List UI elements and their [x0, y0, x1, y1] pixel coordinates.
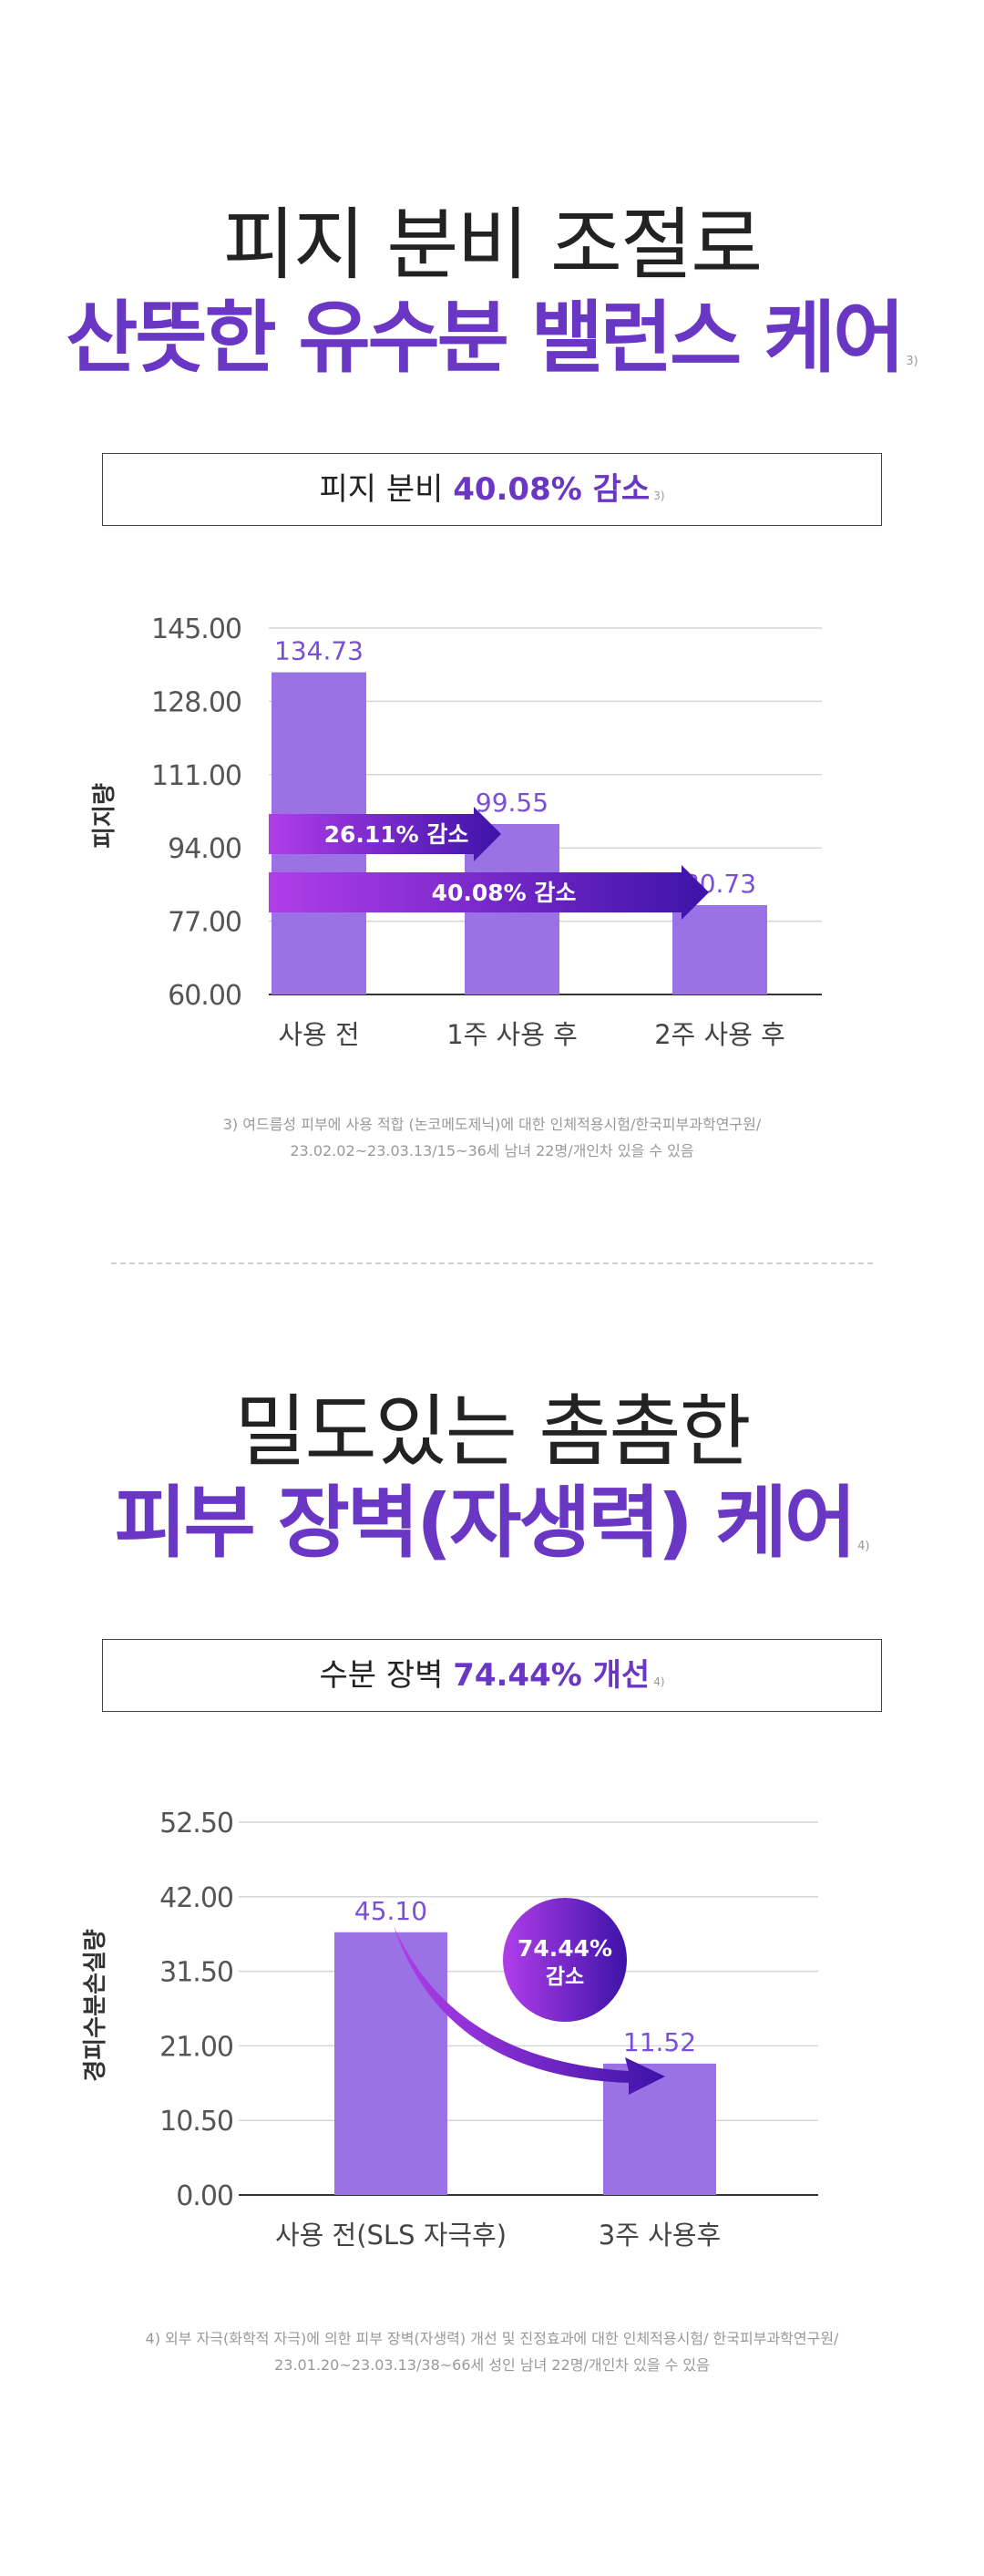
section2-footnote-line1: 4) 외부 자극(화학적 자극)에 의한 피부 장벽(자생력) 개선 및 진정효…: [145, 2330, 839, 2347]
y-tick-label: 42.00: [159, 1882, 233, 1914]
section1-summary-ref: 3): [653, 489, 665, 502]
y-tick-label: 145.00: [151, 613, 241, 645]
section1-title-line1: 피지 분비 조절로: [222, 200, 764, 291]
section1-title-ref: 3): [906, 355, 918, 368]
badge-label: 감소: [546, 1965, 584, 1989]
section1-footnote-line1: 3) 여드름성 피부에 사용 적합 (논코메도제닉)에 대한 인체적용시험/한국…: [222, 1116, 762, 1133]
tewl-chart: 52.50 42.00 31.50 21.00 10.50 0.00 경피수분손실량 45.1…: [82, 1808, 818, 2251]
section1-summary-highlight: 40.08% 감소: [453, 471, 651, 508]
y-tick-label: 52.50: [159, 1808, 233, 1839]
sebum-chart: 145.00 128.00 111.00 94.00 77.00 60.00 피지량 134.…: [91, 613, 822, 1050]
y-axis-label: 피지량: [91, 783, 118, 849]
y-tick-label: 111.00: [151, 760, 241, 792]
y-tick-label: 0.00: [176, 2180, 233, 2212]
y-tick-label: 77.00: [168, 907, 241, 939]
y-tick-label: 94.00: [168, 833, 241, 865]
category-label: 2주 사용 후: [654, 1019, 785, 1050]
bar: [603, 2063, 716, 2195]
section1-summary-prefix: 피지 분비: [319, 471, 454, 508]
category-label: 사용 전: [278, 1019, 359, 1050]
section1-title-line2: 산뜻한 유수분 밸런스 케어 3): [0, 273, 984, 387]
reduction-arrow: [269, 865, 709, 920]
y-tick-label: 21.00: [159, 2031, 233, 2063]
reduction-label: 40.08% 감소: [432, 880, 577, 906]
badge-value: 74.44%: [518, 1935, 612, 1962]
section1-summary-box: 피지 분비 40.08% 감소 3): [102, 453, 882, 526]
value-label: 99.55: [476, 788, 548, 818]
reduction-label: 26.11% 감소: [324, 821, 469, 848]
section1-footnote: 3) 여드름성 피부에 사용 적합 (논코메도제닉)에 대한 인체적용시험/한국…: [0, 1111, 984, 1164]
improvement-badge: [503, 1898, 627, 2022]
section2-summary-box: 수분 장벽 74.44% 개선 4): [102, 1639, 882, 1712]
section2-title-text: 피부 장벽(자생력) 케어: [114, 1478, 857, 1569]
section1-title-text: 산뜻한 유수분 밸런스 케어: [66, 293, 905, 384]
section2-title-line2: 피부 장벽(자생력) 케어 4): [0, 1458, 984, 1572]
category-label: 3주 사용후: [599, 2220, 721, 2251]
reduction-arrow: [269, 807, 501, 861]
category-label: 사용 전(SLS 자극후): [275, 2220, 507, 2251]
y-tick-label: 10.50: [159, 2106, 233, 2138]
section2-title-line1: 밀도있는 촘촘한: [234, 1386, 751, 1478]
section1-footnote-line2: 23.02.02~23.03.13/15~36세 남녀 22명/개인차 있을 수…: [290, 1142, 694, 1159]
y-tick-label: 128.00: [151, 686, 241, 718]
category-label: 1주 사용 후: [446, 1019, 578, 1050]
section2-summary-ref: 4): [653, 1675, 665, 1688]
value-label: 45.10: [354, 1896, 427, 1926]
section2-summary-prefix: 수분 장벽: [319, 1657, 454, 1694]
section-divider: [111, 1262, 873, 1264]
y-tick-label: 31.50: [159, 1957, 233, 1989]
bar: [334, 1932, 447, 2195]
y-axis-label: 경피수분손실량: [82, 1929, 109, 2082]
section2-footnote: 4) 외부 자극(화학적 자극)에 의한 피부 장벽(자생력) 개선 및 진정효…: [0, 2325, 984, 2378]
section2-summary-highlight: 74.44% 개선: [453, 1657, 651, 1694]
section2-title-ref: 4): [857, 1540, 870, 1553]
y-tick-label: 60.00: [168, 980, 241, 1012]
improvement-arrow: [394, 1926, 665, 2095]
value-label: 134.73: [274, 636, 364, 666]
value-label: 11.52: [623, 2027, 696, 2057]
bar: [672, 904, 767, 994]
section2-footnote-line2: 23.01.20~23.03.13/38~66세 성인 남녀 22명/개인차 있…: [274, 2356, 710, 2374]
